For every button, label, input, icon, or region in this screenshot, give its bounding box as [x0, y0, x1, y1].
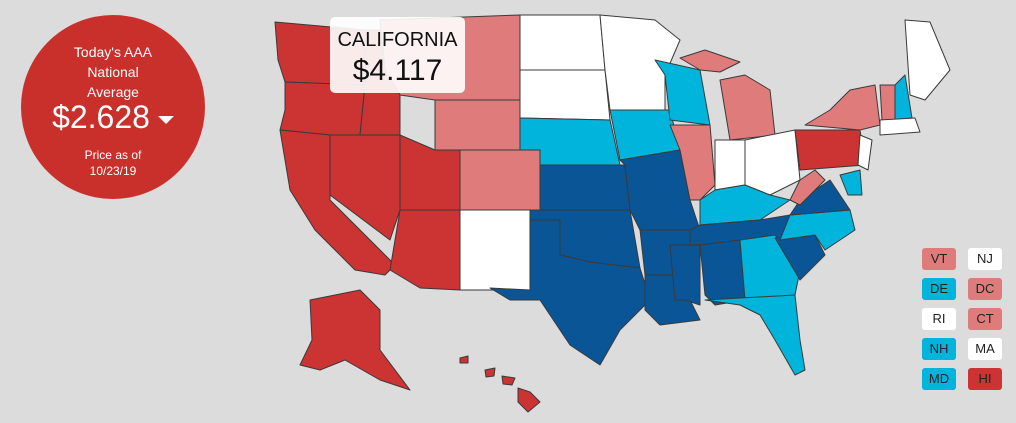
state[interactable] — [654, 59, 711, 126]
state[interactable] — [539, 164, 631, 211]
state-button[interactable]: NJ — [968, 248, 1002, 270]
state[interactable] — [501, 375, 516, 386]
state[interactable] — [459, 355, 469, 364]
tooltip-price: $4.117 — [352, 54, 443, 87]
date: 10/23/19 — [89, 164, 137, 178]
state[interactable] — [669, 244, 701, 306]
state[interactable] — [459, 149, 541, 211]
state[interactable] — [904, 19, 951, 101]
national-price: $2.628 — [21, 99, 205, 136]
state-button[interactable]: MA — [968, 338, 1002, 360]
state-button[interactable]: DE — [922, 278, 956, 300]
state[interactable] — [714, 139, 746, 191]
state[interactable] — [519, 14, 606, 71]
state[interactable] — [599, 14, 681, 111]
state[interactable] — [517, 387, 541, 413]
state[interactable] — [389, 209, 461, 291]
badge-title: Today's AAA National Average — [73, 44, 153, 100]
state[interactable] — [857, 134, 873, 171]
state[interactable] — [484, 367, 496, 378]
state-button[interactable]: DC — [968, 278, 1002, 300]
state-button[interactable]: RI — [922, 308, 956, 330]
state[interactable] — [519, 69, 611, 121]
tooltip: CALIFORNIA $4.117 — [330, 17, 465, 93]
state[interactable] — [804, 84, 881, 131]
state-button[interactable]: VT — [922, 248, 956, 270]
trend-arrow — [157, 115, 174, 124]
state[interactable] — [329, 134, 401, 241]
state[interactable] — [789, 169, 826, 206]
state-button[interactable]: MD — [922, 368, 956, 390]
state[interactable] — [489, 219, 651, 366]
state-button[interactable]: CT — [968, 308, 1002, 330]
state[interactable] — [794, 129, 866, 171]
state[interactable] — [744, 129, 801, 196]
state[interactable] — [679, 49, 741, 73]
tooltip-state: CALIFORNIA — [337, 29, 458, 51]
national-average-badge: Today's AAA National Average $2.628 Pric… — [21, 15, 205, 199]
state[interactable] — [299, 289, 411, 391]
state[interactable] — [719, 74, 776, 141]
state[interactable] — [879, 117, 921, 136]
state[interactable] — [879, 84, 896, 121]
state[interactable] — [839, 169, 863, 196]
state[interactable] — [704, 294, 806, 376]
state[interactable] — [459, 209, 531, 291]
state[interactable] — [789, 179, 851, 216]
state-button[interactable]: NH — [922, 338, 956, 360]
price-value: $2.628 — [52, 99, 150, 135]
state[interactable] — [699, 239, 746, 306]
date-label: Price as of — [84, 148, 142, 162]
state-button[interactable]: HI — [968, 368, 1002, 390]
states — [274, 14, 951, 413]
state[interactable] — [434, 99, 521, 151]
